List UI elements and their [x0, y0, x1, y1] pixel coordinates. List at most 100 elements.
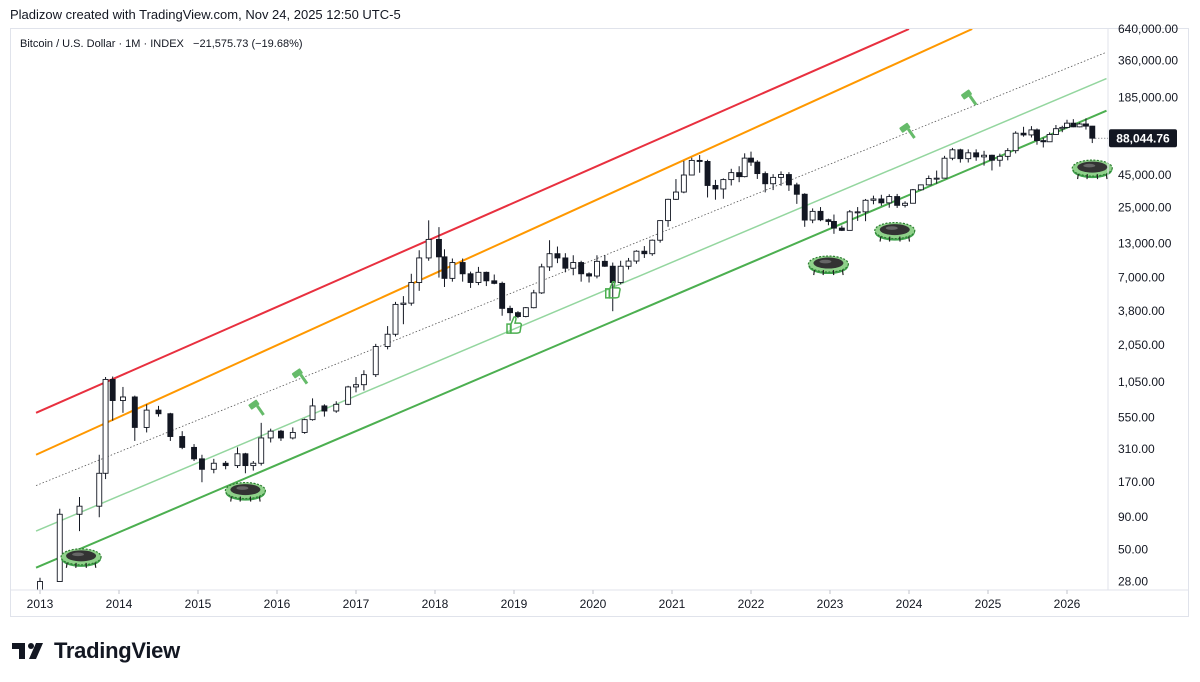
candle[interactable]	[688, 159, 695, 176]
symbol-legend[interactable]: Bitcoin / U.S. Dollar · 1M · INDEX −21,5…	[20, 38, 303, 50]
candle[interactable]	[109, 378, 116, 401]
candle[interactable]	[475, 271, 482, 283]
candle[interactable]	[562, 257, 569, 269]
candle[interactable]	[641, 250, 648, 255]
candle[interactable]	[878, 198, 885, 204]
candle[interactable]	[657, 220, 664, 241]
candle[interactable]	[1076, 123, 1083, 128]
candle[interactable]	[167, 413, 174, 437]
candle[interactable]	[728, 172, 735, 181]
candle[interactable]	[894, 196, 901, 206]
candle[interactable]	[594, 260, 600, 277]
candle[interactable]	[76, 505, 83, 515]
candle[interactable]	[736, 172, 743, 178]
candle[interactable]	[278, 430, 284, 439]
candle[interactable]	[578, 262, 585, 275]
candle[interactable]	[770, 176, 777, 185]
candle[interactable]	[957, 149, 964, 160]
trend-line-light-green[interactable]	[35, 77, 1107, 532]
candle[interactable]	[902, 202, 908, 206]
candle[interactable]	[941, 157, 948, 179]
candle[interactable]	[1020, 132, 1027, 136]
candle[interactable]	[601, 260, 608, 267]
candle[interactable]	[1064, 122, 1070, 128]
candle[interactable]	[210, 462, 217, 470]
candle[interactable]	[809, 210, 816, 221]
candle[interactable]	[785, 174, 792, 186]
trend-line-mid-dotted[interactable]	[35, 51, 1107, 486]
candle[interactable]	[762, 173, 769, 185]
candle[interactable]	[234, 453, 241, 467]
candle[interactable]	[1059, 126, 1066, 130]
candle[interactable]	[333, 403, 340, 412]
candle[interactable]	[570, 262, 577, 269]
candle[interactable]	[507, 307, 513, 314]
trend-line-orange[interactable]	[35, 29, 973, 456]
candle[interactable]	[102, 378, 109, 474]
candle[interactable]	[680, 174, 687, 193]
candle[interactable]	[96, 472, 103, 507]
candle[interactable]	[665, 198, 671, 222]
candle[interactable]	[925, 178, 932, 186]
candle[interactable]	[289, 431, 296, 439]
candle[interactable]	[1028, 129, 1035, 136]
candle[interactable]	[522, 307, 529, 317]
candle[interactable]	[989, 154, 995, 161]
candle[interactable]	[838, 227, 845, 231]
candle[interactable]	[1004, 150, 1011, 157]
candle[interactable]	[633, 250, 640, 262]
candle[interactable]	[242, 453, 249, 467]
candle[interactable]	[250, 462, 257, 467]
candle[interactable]	[436, 238, 442, 258]
candle[interactable]	[1083, 123, 1089, 127]
tradingview-logo[interactable]: TradingView	[12, 638, 180, 664]
candle[interactable]	[467, 273, 474, 283]
candle[interactable]	[748, 157, 754, 163]
candle[interactable]	[673, 191, 679, 200]
candle[interactable]	[1040, 140, 1047, 143]
candle[interactable]	[617, 265, 624, 283]
candle[interactable]	[886, 196, 893, 204]
candle[interactable]	[515, 312, 521, 317]
candle[interactable]	[933, 177, 940, 180]
candle[interactable]	[143, 409, 150, 428]
candle[interactable]	[119, 396, 126, 401]
candle[interactable]	[704, 161, 711, 186]
candle[interactable]	[131, 396, 138, 428]
candle[interactable]	[586, 273, 592, 277]
candle[interactable]	[309, 405, 316, 421]
candle[interactable]	[372, 346, 379, 376]
candle[interactable]	[917, 184, 924, 191]
candle[interactable]	[416, 257, 423, 283]
candle[interactable]	[191, 446, 198, 460]
candle[interactable]	[179, 436, 186, 448]
candle[interactable]	[538, 266, 545, 294]
candle[interactable]	[1046, 134, 1053, 143]
candle[interactable]	[1070, 122, 1077, 128]
candle[interactable]	[499, 282, 506, 309]
candle[interactable]	[1052, 128, 1059, 135]
candle[interactable]	[321, 405, 328, 412]
candle[interactable]	[449, 262, 456, 279]
candle[interactable]	[491, 280, 498, 284]
candle[interactable]	[267, 430, 274, 439]
candle[interactable]	[910, 189, 916, 204]
candle[interactable]	[345, 386, 352, 405]
candle[interactable]	[854, 211, 861, 214]
candle[interactable]	[554, 253, 561, 259]
candle[interactable]	[862, 199, 869, 213]
candle[interactable]	[649, 239, 656, 255]
candle[interactable]	[754, 161, 761, 175]
candle[interactable]	[817, 210, 824, 221]
candle[interactable]	[625, 260, 632, 267]
candle[interactable]	[155, 409, 162, 415]
candle[interactable]	[258, 437, 265, 464]
candle[interactable]	[530, 292, 537, 309]
candle[interactable]	[56, 513, 63, 582]
candle[interactable]	[720, 179, 727, 190]
candle[interactable]	[996, 155, 1003, 161]
trend-line-upper-red[interactable]	[35, 29, 910, 414]
candle[interactable]	[459, 262, 466, 275]
candle[interactable]	[712, 185, 719, 190]
candle[interactable]	[384, 333, 391, 347]
